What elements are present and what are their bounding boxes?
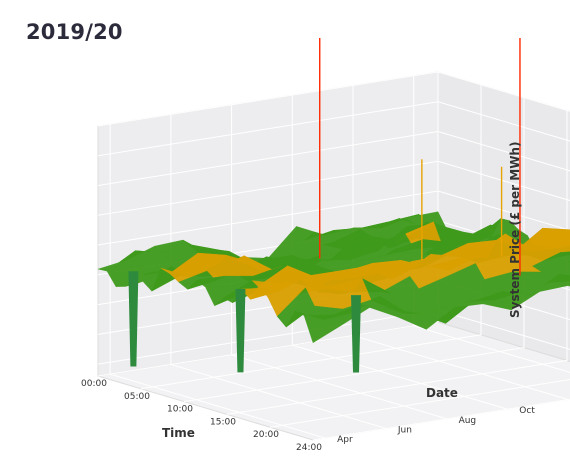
surface-plot [97,38,570,373]
grid-line [226,110,568,415]
grid-line [97,160,570,216]
x-tick-label: 15:00 [210,417,236,427]
grid-line [97,190,570,246]
z-axis-label: System Price (£ per MWh) [508,142,522,318]
y-tick-label: Oct [519,406,535,416]
grid-line [97,72,439,377]
x-axis-ticks: 00:00 05:00 10:00 15:00 20:00 24:00 [81,379,322,453]
price-dip [235,288,246,373]
grid-line [183,97,525,403]
grid-line [109,124,326,439]
price-dip [128,271,139,367]
x-tick-label: 05:00 [124,392,150,402]
grid-line [97,101,570,157]
grid-line [312,398,570,441]
grid-line [413,75,570,373]
x-axis-label: Time [162,426,195,440]
grid-line [170,114,386,429]
price-dip [351,295,362,373]
y-tick-label: Apr [337,435,353,445]
y-tick-label: Jun [397,425,412,435]
grid-line [231,104,447,420]
x-tick-label: 24:00 [296,443,322,453]
y-axis-ticks: AprJunAugOctDecFeb [337,406,535,445]
grid-line [140,84,482,390]
x-tick-label: 00:00 [81,379,107,389]
x-tick-label: 10:00 [167,405,193,415]
x-tick-label: 20:00 [253,430,279,440]
y-tick-label: Aug [459,416,477,426]
y-axis-label: Date [426,386,458,400]
surface-cell [303,314,342,344]
grid-line [97,131,570,187]
grid-line [97,71,570,127]
grid-line [269,379,570,428]
grid-line [291,95,508,410]
page-title: 2019/20 [26,20,123,44]
